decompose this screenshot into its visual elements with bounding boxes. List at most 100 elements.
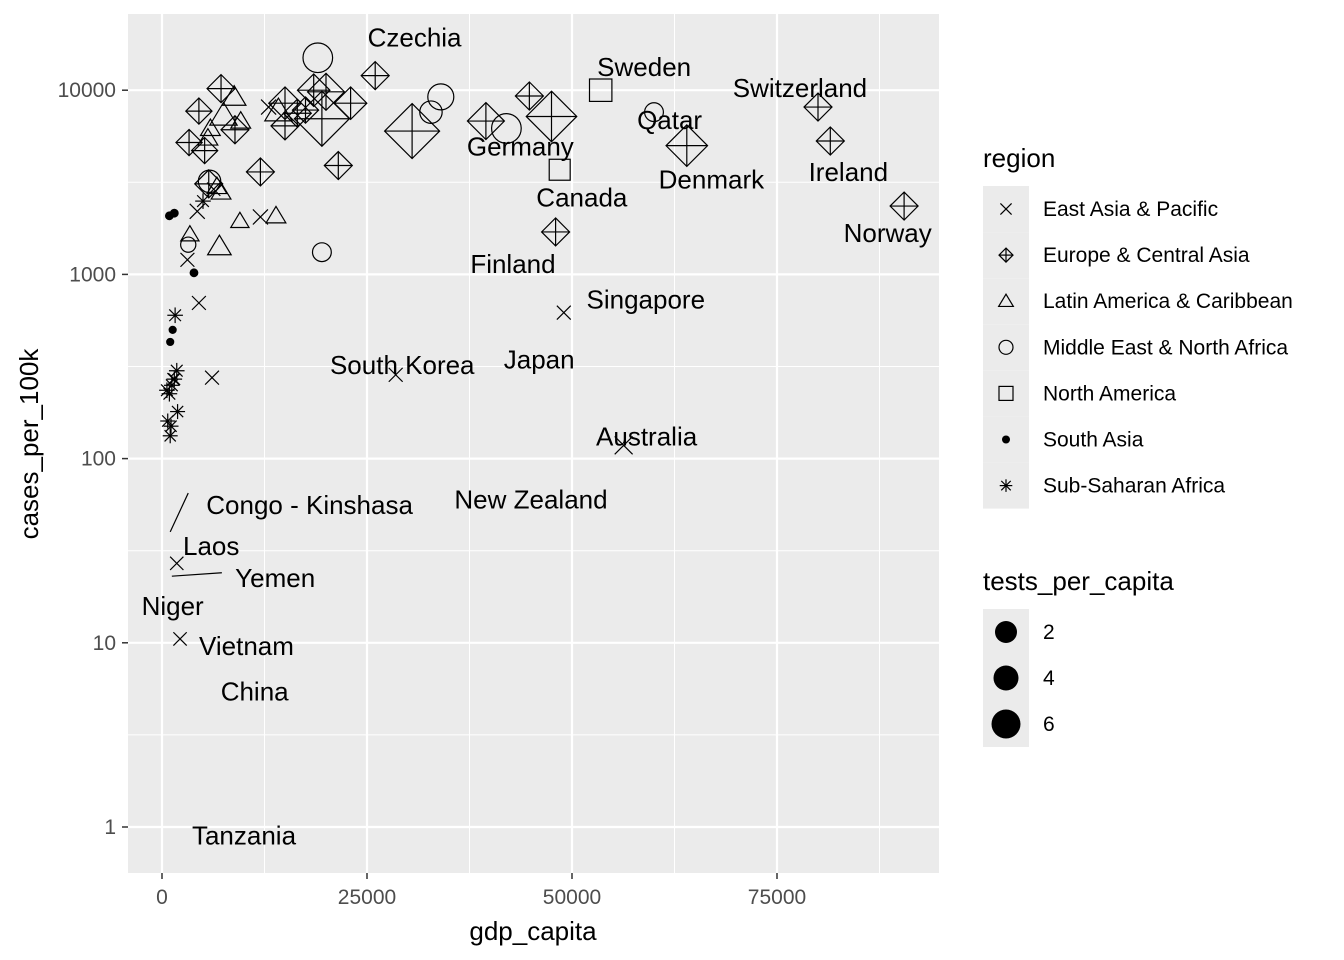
y-tick-label: 10	[93, 632, 116, 655]
data-point	[889, 191, 919, 221]
data-point	[175, 128, 204, 157]
leader-line	[171, 572, 222, 577]
data-point	[540, 217, 571, 247]
data-point	[206, 73, 236, 104]
data-point	[815, 126, 846, 156]
legend-size: 2 4 6	[983, 609, 1055, 747]
data-point	[302, 42, 334, 74]
legend-region-title: region	[983, 143, 1055, 173]
point-label: Singapore	[587, 285, 706, 315]
legend-size-label: 2	[1043, 621, 1055, 644]
y-axis-ticks: 1 10 100 1000 10000	[58, 79, 128, 839]
data-point	[419, 100, 443, 124]
data-point	[466, 101, 506, 141]
data-point	[556, 305, 572, 321]
point-label: Germany	[467, 131, 574, 161]
point-label: Tanzania	[192, 820, 297, 850]
data-point	[296, 73, 331, 108]
point-label: Vietnam	[199, 631, 294, 661]
data-point	[189, 203, 206, 220]
y-tick-label: 1000	[69, 263, 116, 286]
data-point	[643, 102, 664, 123]
data-point	[180, 252, 195, 268]
data-point	[548, 158, 571, 181]
data-point	[206, 182, 221, 197]
legend-size-symbol	[995, 621, 1017, 643]
data-point	[252, 209, 269, 225]
data-point	[588, 78, 613, 102]
point-label: Australia	[596, 421, 698, 451]
legend-region-label: Europe & Central Asia	[1043, 244, 1250, 267]
data-point	[265, 205, 287, 224]
y-tick-label: 100	[81, 448, 116, 471]
data-point	[166, 371, 183, 387]
legend-size-label: 4	[1043, 667, 1055, 690]
legend-key-symbol	[999, 202, 1013, 216]
data-point	[803, 92, 833, 122]
data-point	[293, 90, 351, 148]
x-tick-label: 0	[156, 886, 168, 909]
data-point	[184, 97, 213, 126]
legend-key-symbol	[998, 385, 1014, 401]
data-point	[190, 136, 219, 165]
data-point	[514, 81, 545, 111]
label-leader-lines	[169, 492, 222, 577]
legend-key-bg	[983, 324, 1029, 371]
data-point	[229, 211, 251, 229]
data-point	[206, 233, 233, 256]
legend-region-label: South Asia	[1043, 429, 1144, 452]
data-points	[159, 42, 919, 646]
x-tick-label: 75000	[748, 886, 806, 909]
data-point	[614, 435, 634, 455]
grid-major	[128, 14, 939, 873]
data-point	[206, 175, 228, 195]
point-label: Yemen	[235, 563, 315, 593]
legend-size-label: 6	[1043, 713, 1055, 736]
data-point	[311, 242, 332, 263]
point-label: Canada	[536, 182, 628, 212]
legend-key-bg	[983, 370, 1029, 417]
point-label: Ireland	[809, 157, 889, 187]
x-axis-title: gdp_capita	[469, 916, 597, 946]
data-point	[179, 224, 201, 242]
point-label: Sweden	[597, 52, 691, 82]
data-point	[180, 236, 197, 253]
data-point	[491, 113, 522, 144]
point-label: South Korea	[330, 350, 475, 380]
plot-panel	[128, 14, 939, 873]
data-point	[167, 307, 183, 324]
data-point	[168, 325, 177, 334]
point-label: China	[221, 676, 289, 706]
legend-key-symbol	[999, 479, 1013, 492]
data-point	[169, 556, 184, 571]
y-tick-label: 1	[104, 816, 116, 839]
data-point	[323, 150, 354, 181]
data-point	[172, 631, 188, 646]
point-label: Finland	[470, 249, 555, 279]
leader-line	[169, 492, 189, 533]
data-point	[162, 428, 178, 444]
point-label: Switzerland	[733, 73, 867, 103]
legend-size-title: tests_per_capita	[983, 566, 1174, 596]
data-point	[195, 193, 211, 209]
point-label: Japan	[504, 345, 575, 375]
x-tick-label: 25000	[338, 886, 396, 909]
y-axis-title: cases_per_100k	[14, 348, 44, 540]
data-point	[260, 99, 277, 116]
data-point	[360, 60, 391, 91]
point-label: Denmark	[659, 164, 765, 194]
data-point	[208, 101, 239, 126]
grid-minor	[128, 14, 939, 873]
point-label: Niger	[142, 591, 204, 621]
x-axis-ticks: 0 25000 50000 75000	[156, 873, 806, 909]
data-point	[306, 72, 346, 112]
point-label: Qatar	[637, 105, 702, 135]
legend-region-label: North America	[1043, 382, 1176, 405]
y-tick-label: 10000	[58, 79, 116, 102]
point-label: Norway	[844, 218, 932, 248]
point-label: Czechia	[368, 23, 462, 53]
legend-region-label: East Asia & Pacific	[1043, 198, 1218, 221]
data-point	[199, 117, 222, 137]
legend-key-symbol	[998, 339, 1014, 355]
